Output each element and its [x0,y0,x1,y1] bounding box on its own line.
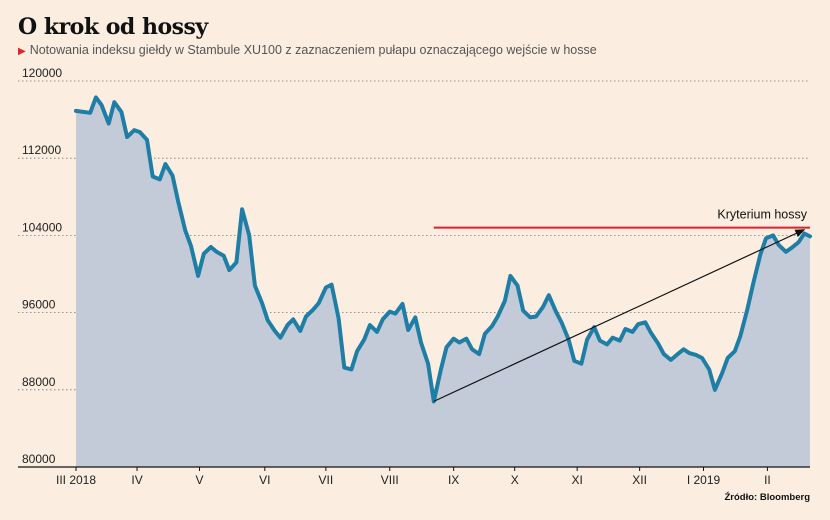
subtitle-text: Notowania indeksu giełdy w Stambule XU10… [29,43,597,57]
series-line [74,95,812,404]
x-tick-label: X [511,473,519,487]
x-tick-label: VII [319,473,334,487]
threshold-label: Kryterium hossy [717,208,807,222]
y-tick-label: 88000 [22,375,56,389]
x-tick-label: VI [259,473,270,487]
y-tick-label: 104000 [22,220,62,234]
x-tick-label: I 2019 [687,473,721,487]
x-tick-label: IV [131,473,142,487]
y-axis-labels: 80000 88000 96000 104000 112000 120000 [22,66,62,466]
chart-subtitle: ▶ Notowania indeksu giełdy w Stambule XU1… [18,43,597,57]
y-tick-label: 96000 [22,298,56,312]
trend-arrow [433,229,806,402]
y-tick-label: 112000 [22,143,61,157]
x-tick-label: VIII [381,473,399,487]
x-tick-label: II [764,473,771,487]
x-tick-label: XI [571,473,582,487]
triangle-marker-icon: ▶ [18,46,26,57]
source-note: Źródło: Bloomberg [725,492,811,503]
x-tick-label: III 2018 [56,473,96,487]
x-tick-label: XII [632,473,647,487]
y-tick-label: 80000 [22,452,56,466]
chart-title: O krok od hossy [18,14,208,40]
y-tick-label: 120000 [22,66,62,80]
x-tick-label: V [196,473,204,487]
x-tick-label: IX [448,473,459,487]
series-area [76,97,810,468]
x-axis-labels: III 2018 IV V VI VII VIII IX X XI XII I 2019 II [56,467,771,487]
